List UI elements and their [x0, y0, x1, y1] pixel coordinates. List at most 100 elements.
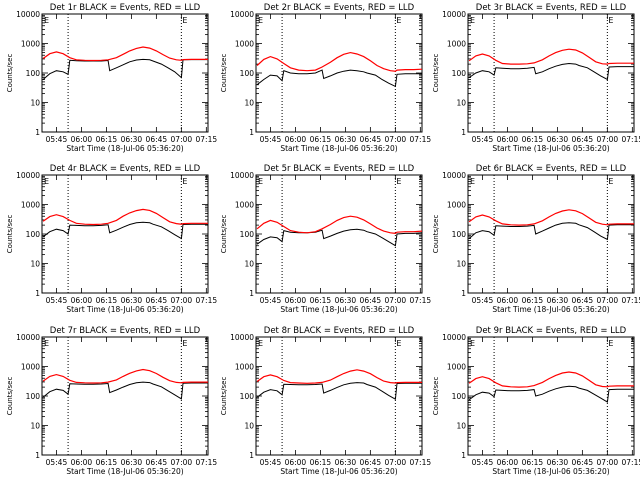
series-line-events	[256, 228, 423, 247]
plot-frame	[41, 174, 209, 294]
y-tick-label: 10000	[442, 333, 466, 342]
series-line-events	[256, 382, 422, 401]
y-tick-label: 1000	[21, 40, 40, 49]
chart-panel-3: Det 3r BLACK = Events, RED = LLD 1 10 100 10…	[432, 3, 640, 153]
y-tick-label: 1	[461, 451, 466, 460]
marker-right-label: E	[608, 16, 613, 25]
chart-panel-1: Det 1r BLACK = Events, RED = LLD 1 10 100 10…	[6, 3, 217, 153]
y-tick-label: 1000	[447, 40, 466, 49]
x-tick-label: 06:30	[121, 458, 143, 467]
series-line-events	[42, 221, 208, 240]
marker-right-label: E	[396, 16, 401, 25]
chart-title: Det 2r BLACK = Events, RED = LLD	[264, 3, 415, 13]
y-tick-label: 100	[452, 392, 467, 401]
x-tick-label: 06:45	[360, 296, 382, 305]
x-tick-label: 06:00	[497, 296, 519, 305]
chart-panel-6: Det 6r BLACK = Events, RED = LLD 1 10 100 10…	[432, 164, 640, 314]
marker-right-label: E	[182, 177, 187, 186]
x-tick-label: 07:15	[622, 458, 640, 467]
marker-left-label: E	[44, 177, 49, 186]
y-tick-label: 10000	[16, 171, 40, 180]
x-tick-label: 06:15	[96, 135, 118, 144]
y-tick-label: 1000	[235, 201, 254, 210]
y-tick-label: 1000	[447, 201, 466, 210]
y-tick-label: 1000	[447, 363, 466, 372]
x-tick-label: 06:30	[335, 135, 357, 144]
x-axis-label: Start Time (18-Jul-06 05:36:20)	[492, 144, 609, 153]
x-axis-label: Start Time (18-Jul-06 05:36:20)	[66, 305, 183, 314]
x-tick-label: 05:45	[46, 458, 68, 467]
x-axis-label: Start Time (18-Jul-06 05:36:20)	[280, 144, 397, 153]
y-tick-label: 100	[26, 392, 41, 401]
x-tick-label: 06:15	[310, 135, 332, 144]
series-line-lld	[468, 48, 634, 65]
y-tick-label: 1000	[235, 363, 254, 372]
y-axis-label: Counts/sec	[220, 215, 228, 254]
x-tick-label: 07:00	[597, 135, 619, 144]
x-tick-label: 06:30	[121, 296, 143, 305]
x-tick-label: 06:30	[547, 135, 569, 144]
marker-right-label: E	[396, 177, 401, 186]
x-axis-label: Start Time (18-Jul-06 05:36:20)	[492, 305, 609, 314]
chart-title: Det 1r BLACK = Events, RED = LLD	[50, 3, 201, 13]
y-axis-label: Counts/sec	[432, 54, 440, 93]
chart-title: Det 3r BLACK = Events, RED = LLD	[476, 3, 627, 13]
y-tick-label: 100	[452, 69, 467, 78]
marker-right-label: E	[396, 339, 401, 348]
plot-frame	[41, 336, 209, 456]
x-tick-label: 06:15	[522, 135, 544, 144]
chart-panel-2: Det 2r BLACK = Events, RED = LLD 1 10 100 10…	[220, 3, 431, 153]
marker-left-label: E	[44, 339, 49, 348]
x-tick-label: 07:15	[410, 458, 432, 467]
x-tick-label: 07:15	[410, 135, 432, 144]
chart-title: Det 8r BLACK = Events, RED = LLD	[264, 326, 415, 336]
x-tick-label: 07:15	[196, 458, 218, 467]
x-tick-label: 07:00	[597, 458, 619, 467]
y-tick-label: 100	[452, 230, 467, 239]
x-tick-label: 06:30	[335, 296, 357, 305]
x-tick-label: 06:15	[96, 458, 118, 467]
x-tick-label: 06:15	[96, 296, 118, 305]
y-tick-label: 1000	[21, 363, 40, 372]
marker-left-label: E	[470, 177, 475, 186]
y-axis-label: Counts/sec	[220, 377, 228, 416]
x-tick-label: 07:00	[171, 135, 193, 144]
y-axis-label: Counts/sec	[6, 377, 14, 416]
y-tick-label: 10000	[16, 333, 40, 342]
marker-right-label: E	[608, 177, 613, 186]
x-tick-label: 06:30	[547, 458, 569, 467]
x-tick-label: 07:00	[385, 135, 407, 144]
x-tick-label: 07:15	[196, 135, 218, 144]
series-line-lld	[42, 46, 208, 62]
y-axis-label: Counts/sec	[432, 215, 440, 254]
y-tick-label: 100	[240, 69, 255, 78]
x-tick-label: 07:15	[622, 135, 640, 144]
x-tick-label: 06:45	[146, 458, 168, 467]
y-tick-label: 10000	[442, 171, 466, 180]
chart-panel-7: Det 7r BLACK = Events, RED = LLD 1 10 100 10…	[6, 326, 217, 476]
chart-panel-4: Det 4r BLACK = Events, RED = LLD 1 10 100 10…	[6, 164, 217, 314]
x-tick-label: 07:15	[410, 296, 432, 305]
marker-left-label: E	[44, 16, 49, 25]
y-tick-label: 10	[30, 260, 40, 269]
x-axis-label: Start Time (18-Jul-06 05:36:20)	[280, 305, 397, 314]
x-tick-label: 06:30	[335, 458, 357, 467]
marker-right-label: E	[182, 339, 187, 348]
x-tick-label: 07:15	[196, 296, 218, 305]
x-tick-label: 06:15	[310, 296, 332, 305]
marker-left-label: E	[470, 339, 475, 348]
y-tick-label: 1	[249, 289, 254, 298]
x-tick-label: 06:00	[285, 296, 307, 305]
chart-panel-5: Det 5r BLACK = Events, RED = LLD 1 10 100 10…	[220, 164, 431, 314]
y-axis-label: Counts/sec	[6, 215, 14, 254]
x-tick-label: 05:45	[472, 135, 494, 144]
y-tick-label: 1	[35, 451, 40, 460]
y-tick-label: 1	[249, 128, 254, 137]
y-tick-label: 10	[456, 422, 466, 431]
y-axis-label: Counts/sec	[432, 377, 440, 416]
y-tick-label: 100	[240, 230, 255, 239]
x-tick-label: 05:45	[260, 296, 282, 305]
x-tick-label: 06:45	[146, 296, 168, 305]
x-tick-label: 06:45	[360, 135, 382, 144]
y-tick-label: 1000	[235, 40, 254, 49]
